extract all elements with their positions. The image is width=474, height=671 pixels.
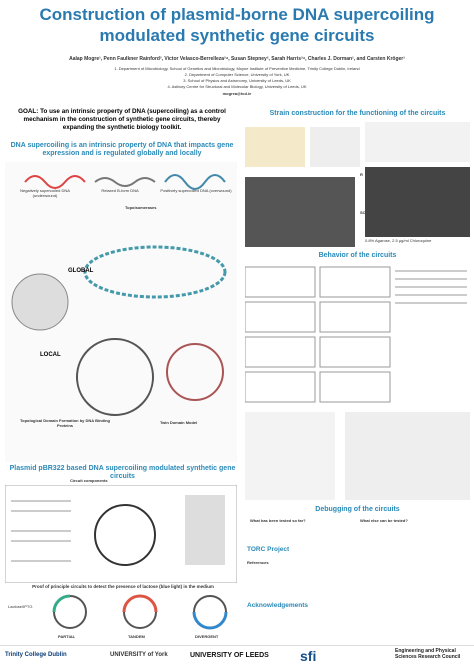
gel-label: SC [360,210,366,215]
components-figure [5,485,237,583]
circuits-figure [52,594,228,630]
inducer-label: Lactose/IPTG [8,604,33,609]
logo: UNIVERSITY of York [110,652,168,658]
diagram-label: GLOBAL [68,268,94,274]
logo: UNIVERSITY OF LEEDS [190,652,269,659]
subheading: What has been tested so far? [250,518,306,523]
subheading: Proof of principle circuits to detect th… [32,584,214,589]
subheading: What else can be tested? [360,518,408,523]
logo: Trinity College Dublin [5,652,67,658]
authors: Aalap Mogre¹, Penn Faulkner Rainford², V… [69,56,405,62]
section-heading: DNA supercoiling is an intrinsic propert… [10,142,234,157]
strain-figure [245,122,470,247]
diagram-label: Topological Domain Formation by DNA Bind… [20,418,110,428]
section-heading: References [247,560,269,565]
gel-note: 0.8% Agarose, 2.5 µg/ml Chloroquine [365,238,432,243]
goal: GOAL: To use an intrinsic property of DN… [18,108,226,131]
section-heading: TORC Project [247,546,290,553]
diagram-label: Topoisomerases [125,205,157,210]
logo: Engineering and Physical Sciences Resear… [395,648,461,660]
section-heading: Acknowledgements [247,602,309,609]
logo: sfi [300,648,317,664]
section-heading: Debugging of the circuits [315,506,400,513]
logo-bar [0,645,474,671]
diagram-label: Negatively supercoiled DNA (underwound) [20,188,70,198]
supercoiling-diagram [5,162,237,462]
affiliation: 3. School of Physics and Astronomy, Univ… [183,78,291,83]
circuit-label: PARTIAL [58,634,76,639]
affiliation: 4. Astbury Centre for Structural and Mol… [167,84,307,89]
diagram-label: Positively supercoiled DNA (overwound) [160,188,232,193]
section-heading: Plasmid pBR322 based DNA supercoiling mo… [9,465,236,480]
email: mogrea@tcd.ie [222,91,252,96]
section-heading: Behavior of the circuits [318,252,397,259]
diagram-label: LOCAL [40,352,61,358]
title: Construction of plasmid-borne DNA superc… [39,5,435,45]
section-heading: Strain construction for the functioning … [269,110,446,117]
circuit-label: DIVERGENT [195,634,219,639]
circuit-label: TANDEM [128,634,145,639]
affiliation: 1. Department of Microbiology, School of… [114,66,360,71]
behavior-figure [245,266,470,500]
affiliation: 2. Department of Computer Science, Unive… [184,72,290,77]
diagram-label: Twin Domain Model [160,420,198,425]
diagram-label: Relaxed B-form DNA [101,188,139,193]
subheading: Circuit components [70,478,108,483]
gel-label: R [360,172,363,177]
